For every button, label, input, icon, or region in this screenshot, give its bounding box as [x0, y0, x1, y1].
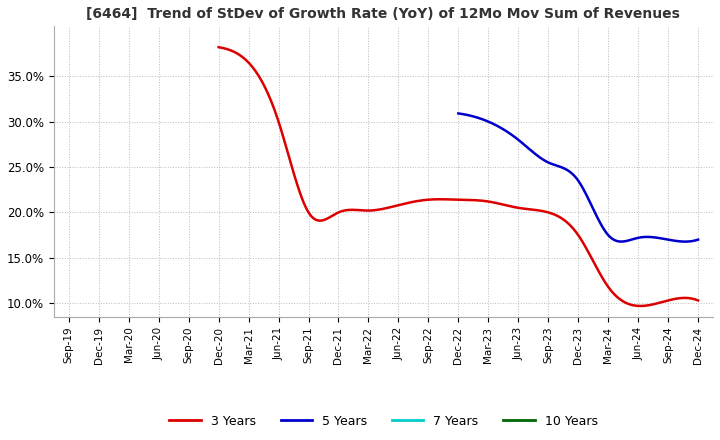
Legend: 3 Years, 5 Years, 7 Years, 10 Years: 3 Years, 5 Years, 7 Years, 10 Years — [164, 410, 603, 433]
Title: [6464]  Trend of StDev of Growth Rate (YoY) of 12Mo Mov Sum of Revenues: [6464] Trend of StDev of Growth Rate (Yo… — [86, 7, 680, 21]
5 Years — [455, 111, 464, 116]
5 Years — [656, 235, 665, 241]
5 Years — [596, 220, 605, 226]
5 Years — [694, 237, 703, 242]
3 Years — [694, 298, 703, 303]
3 Years — [216, 45, 225, 50]
3 Years — [618, 298, 627, 304]
5 Years — [454, 111, 463, 116]
5 Years — [671, 238, 680, 243]
3 Years — [636, 303, 644, 308]
Line: 3 Years: 3 Years — [219, 47, 698, 306]
3 Years — [500, 202, 508, 208]
3 Years — [508, 204, 516, 209]
3 Years — [215, 44, 223, 50]
3 Years — [498, 202, 507, 207]
Line: 5 Years: 5 Years — [459, 114, 698, 242]
5 Years — [681, 239, 690, 244]
3 Years — [650, 301, 659, 307]
5 Years — [600, 228, 609, 234]
5 Years — [597, 222, 606, 227]
